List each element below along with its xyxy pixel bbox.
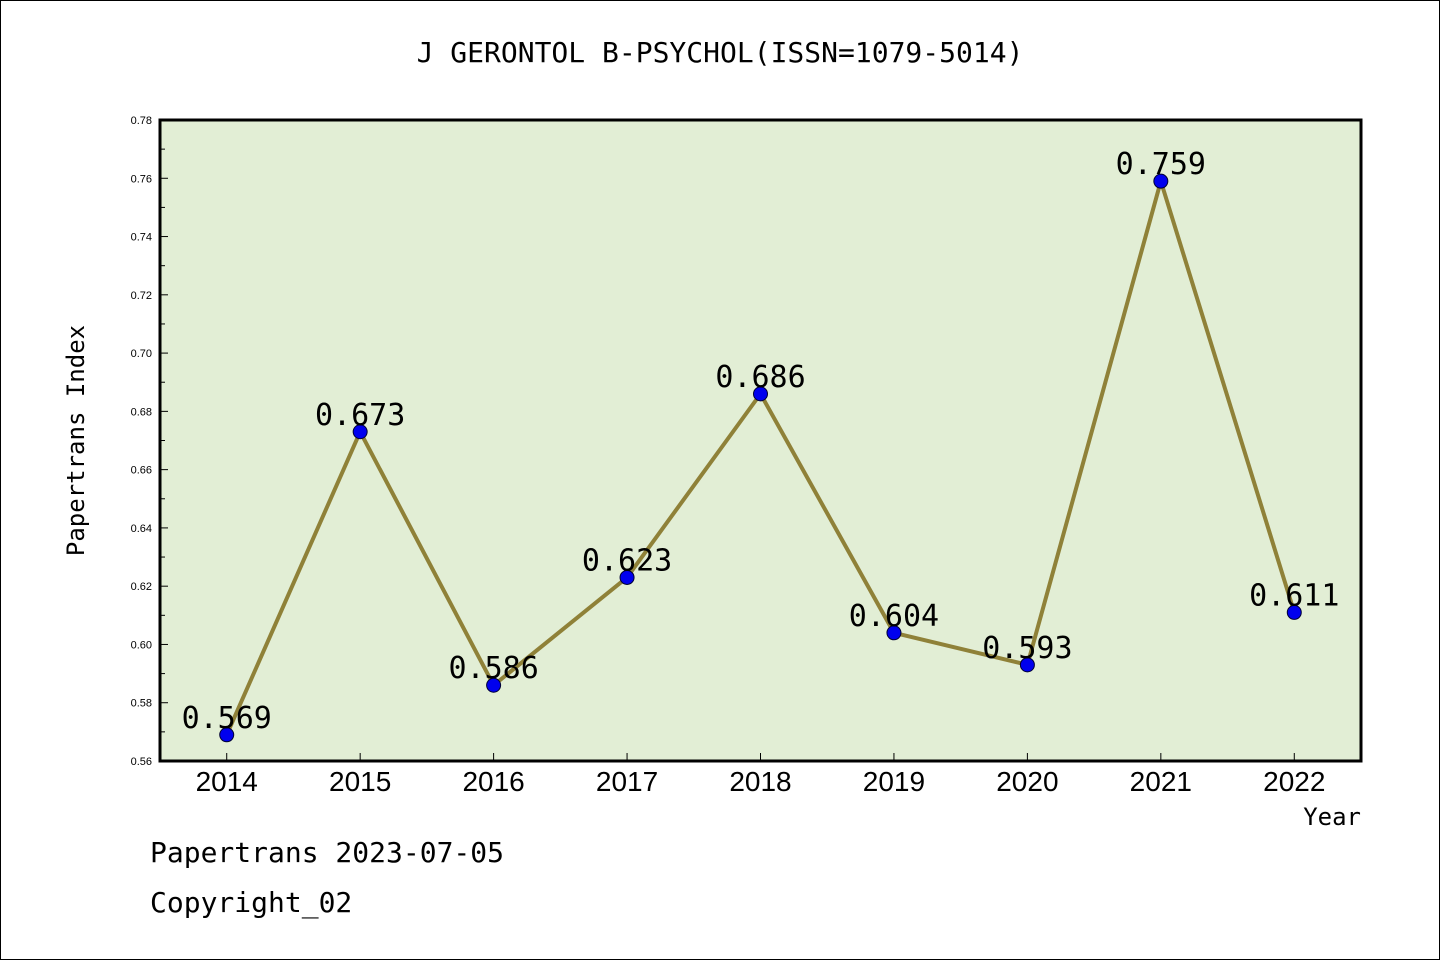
y-tick-label: 0.70	[131, 348, 152, 360]
y-tick-label: 0.62	[131, 581, 152, 593]
data-labels: 0.569 0.673 0.586 0.623 0.686 0.604 0.593 0.759…	[182, 147, 1340, 736]
y-tick-label: 0.72	[131, 290, 152, 302]
data-point	[753, 386, 768, 402]
x-tick-label: 2014	[196, 766, 258, 797]
data-point	[486, 677, 502, 693]
y-tick-label: 0.74	[131, 232, 152, 244]
x-tick-label: 2021	[1130, 766, 1192, 797]
footer-copyright: Copyright_02	[150, 886, 353, 919]
data-point	[619, 569, 635, 585]
plot-border	[158, 118, 1363, 763]
data-points	[219, 173, 1302, 743]
data-point	[352, 424, 368, 440]
data-label: 0.623	[582, 543, 672, 578]
footer-date: Papertrans 2023-07-05	[150, 836, 505, 869]
data-point	[1153, 173, 1169, 189]
x-tick-label: 2020	[996, 766, 1058, 797]
y-tick-label: 0.68	[131, 406, 152, 418]
data-label: 0.586	[448, 651, 538, 686]
data-label: 0.611	[1249, 578, 1339, 613]
x-tick-label: 2016	[462, 766, 524, 797]
y-axis-label: Papertrans Index	[62, 325, 90, 556]
data-label: 0.759	[1116, 147, 1206, 182]
x-tick-label: 2017	[596, 766, 658, 797]
y-axis-ticks: 0.56 0.58 0.60 0.62 0.64 0.66 0.68 0.70 0.72 0.74…	[131, 115, 168, 768]
y-tick-label: 0.66	[131, 465, 152, 477]
data-point	[219, 727, 235, 743]
y-tick-label: 0.56	[131, 756, 152, 768]
y-tick-label: 0.78	[131, 115, 152, 127]
data-label: 0.569	[182, 701, 272, 736]
x-tick-label: 2019	[863, 766, 925, 797]
plot-area	[160, 120, 1361, 761]
x-axis-label: Year	[1303, 803, 1361, 831]
data-label: 0.673	[315, 398, 405, 433]
chart-title: J GERONTOL B-PSYCHOL(ISSN=1079-5014)	[416, 36, 1024, 69]
data-point	[1019, 657, 1035, 673]
data-label: 0.686	[715, 360, 805, 395]
data-point	[1286, 604, 1302, 620]
x-tick-label: 2015	[329, 766, 391, 797]
x-axis-ticks: 2014 2015 2016 2017 2018 2019 2020 2021 2022	[196, 753, 1325, 797]
x-tick-label: 2022	[1263, 766, 1325, 797]
data-label: 0.593	[982, 631, 1072, 666]
data-label: 0.604	[849, 599, 939, 634]
y-tick-label: 0.76	[131, 173, 152, 185]
x-tick-label: 2018	[729, 766, 791, 797]
y-tick-label: 0.64	[131, 523, 152, 535]
y-tick-label: 0.58	[131, 698, 152, 710]
data-point	[886, 625, 902, 641]
y-tick-label: 0.60	[131, 639, 152, 651]
